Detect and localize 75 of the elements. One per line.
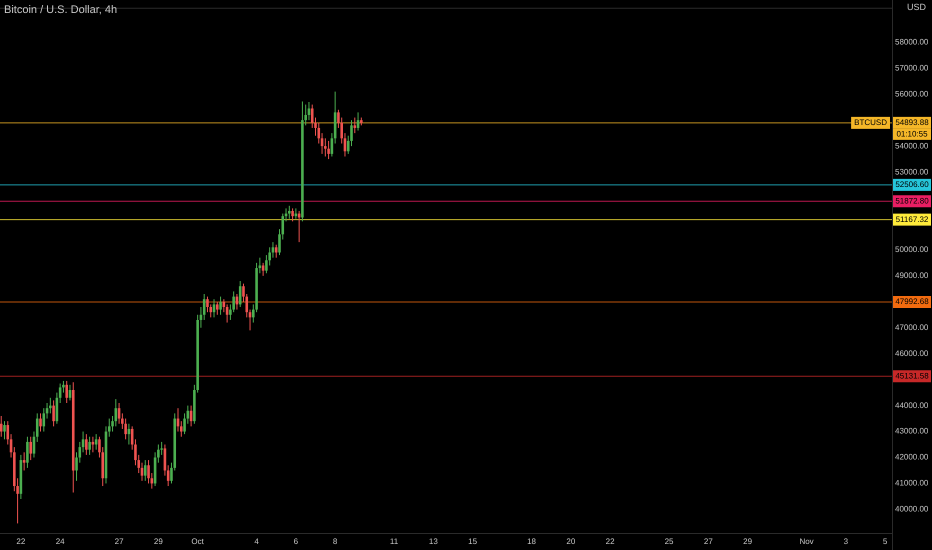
candlestick bbox=[288, 205, 291, 220]
candlestick bbox=[327, 140, 330, 160]
candlestick bbox=[274, 244, 278, 258]
y-tick-label: 43000.00 bbox=[895, 426, 929, 436]
x-tick-label: 29 bbox=[743, 537, 753, 546]
x-tick-label: 6 bbox=[294, 537, 299, 546]
candlestick bbox=[212, 298, 216, 318]
candlestick bbox=[298, 210, 300, 243]
candlestick bbox=[128, 423, 130, 446]
x-tick-label: 11 bbox=[390, 537, 399, 546]
candlestick bbox=[144, 460, 147, 482]
y-axis-title: USD bbox=[904, 2, 928, 12]
candlestick bbox=[85, 434, 88, 456]
x-tick-label: 4 bbox=[254, 537, 260, 546]
ref-line-label: 54893.88 bbox=[895, 118, 930, 128]
y-tick-label: 54000.00 bbox=[895, 141, 929, 150]
y-tick-label: 44000.00 bbox=[895, 400, 929, 410]
x-tick-label: Oct bbox=[191, 537, 205, 546]
x-tick-label: 13 bbox=[428, 537, 438, 546]
y-tick-label: 50000.00 bbox=[895, 245, 929, 254]
y-tick-label: 40000.00 bbox=[895, 504, 929, 514]
y-tick-label: 56000.00 bbox=[895, 89, 929, 98]
x-tick-label: 25 bbox=[664, 537, 674, 546]
ref-line-label: 47992.68 bbox=[895, 297, 930, 306]
candlestick bbox=[291, 208, 294, 222]
x-tick-label: 18 bbox=[527, 537, 537, 546]
candlestick bbox=[356, 112, 360, 132]
y-tick-label: 41000.00 bbox=[895, 478, 929, 488]
y-tick-label: 57000.00 bbox=[895, 63, 929, 72]
x-tick-label: 27 bbox=[704, 537, 714, 546]
candlestick bbox=[216, 301, 219, 316]
y-tick-label: 47000.00 bbox=[895, 322, 929, 332]
x-tick-label: Nov bbox=[799, 537, 814, 546]
candlestick bbox=[294, 208, 298, 220]
ref-line-label: 51872.80 bbox=[895, 196, 930, 206]
y-tick-label: 49000.00 bbox=[895, 271, 929, 280]
candlestick bbox=[22, 452, 26, 471]
chart-title: Bitcoin / U.S. Dollar, 4h bbox=[4, 4, 118, 16]
candlestick bbox=[353, 117, 356, 134]
candlestick bbox=[26, 436, 29, 468]
candlestick bbox=[176, 408, 180, 432]
y-tick-label: 53000.00 bbox=[895, 167, 929, 176]
candlestick bbox=[262, 262, 264, 276]
candlestick bbox=[3, 420, 6, 440]
ref-line-label: 51167.32 bbox=[896, 214, 929, 224]
y-tick-label: 42000.00 bbox=[895, 452, 929, 462]
annotation: BTCUSD bbox=[854, 118, 888, 128]
x-tick-label: 8 bbox=[332, 537, 338, 546]
x-tick-label: 29 bbox=[154, 537, 164, 546]
candlestick bbox=[88, 436, 91, 456]
x-tick-label: 22 bbox=[16, 537, 26, 546]
candlestick bbox=[92, 436, 94, 453]
candlestick bbox=[238, 280, 242, 308]
x-tick-label: 5 bbox=[882, 537, 888, 546]
candlestick bbox=[68, 384, 72, 401]
x-tick-label: 15 bbox=[468, 537, 478, 546]
x-tick-label: 20 bbox=[566, 537, 576, 546]
y-tick-label: 46000.00 bbox=[895, 348, 929, 358]
x-tick-label: 24 bbox=[56, 537, 66, 546]
candlestick bbox=[94, 434, 98, 450]
x-tick-label: 22 bbox=[606, 537, 616, 546]
candlestick bbox=[65, 380, 68, 404]
candlestick bbox=[190, 405, 192, 427]
candlestick bbox=[29, 436, 32, 461]
x-tick-label: 27 bbox=[114, 537, 124, 546]
candlestick bbox=[0, 415, 3, 438]
ref-line-label: 45131.58 bbox=[895, 371, 930, 380]
y-tick-label: 58000.00 bbox=[895, 38, 929, 47]
candlestick bbox=[39, 412, 42, 432]
x-tick-label: 3 bbox=[844, 537, 849, 546]
annotation: 01:10:55 bbox=[896, 130, 928, 139]
candlestick bbox=[219, 296, 222, 316]
candlestick bbox=[236, 294, 238, 310]
candlestick bbox=[52, 400, 55, 427]
ref-line-label: 52506.60 bbox=[895, 180, 930, 190]
